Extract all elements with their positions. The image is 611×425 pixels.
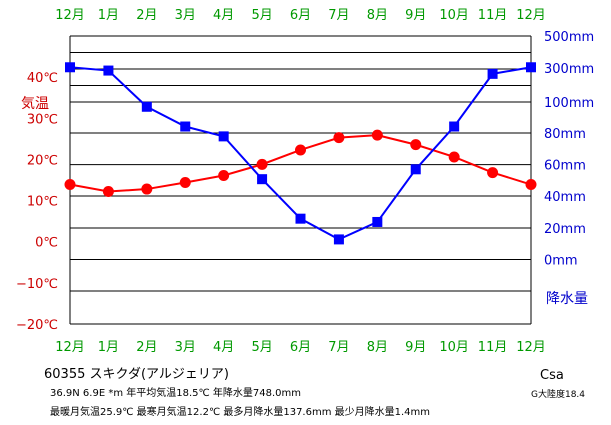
precipitation-point <box>65 62 75 73</box>
temp-tick-label: −20℃ <box>16 318 58 333</box>
temperature-point <box>525 179 537 191</box>
temperature-point <box>333 132 345 144</box>
station-id-name: 60355 スキクダ(アルジェリア) <box>44 367 229 382</box>
month-label-top: 8月 <box>367 8 388 23</box>
month-label-top: 2月 <box>136 8 157 23</box>
month-label-top: 5月 <box>251 8 272 23</box>
temperature-point <box>256 158 268 170</box>
month-label-bottom: 11月 <box>478 340 508 355</box>
month-label-top: 12月 <box>516 8 546 23</box>
precip-tick-label: 0mm <box>544 254 578 269</box>
precip-tick-label: 300mm <box>544 62 594 77</box>
month-label-bottom: 3月 <box>175 340 196 355</box>
temperature-point <box>295 144 306 156</box>
month-label-top: 6月 <box>290 8 311 23</box>
month-label-bottom: 8月 <box>367 340 388 355</box>
temp-tick-label: 30℃ <box>27 112 58 127</box>
precip-tick-label: 500mm <box>544 30 594 45</box>
month-label-bottom: 2月 <box>136 340 157 355</box>
climate-chart: 12月 12月 1月 1月 2月 2月 3月 3月 4月 4月 5月 5月 6月 6月 7月 7月 8月 8月 9月… <box>16 8 594 355</box>
month-label-top: 1月 <box>98 8 119 23</box>
precipitation-point <box>295 213 306 224</box>
temp-tick-label: 20℃ <box>27 153 58 168</box>
precip-tick-label: 60mm <box>544 159 586 174</box>
temperature-point <box>448 151 460 163</box>
precip-axis-title: 降水量 <box>546 291 588 307</box>
precip-tick-label: 20mm <box>544 222 586 237</box>
month-label-bottom: 4月 <box>213 340 234 355</box>
temperature-point <box>218 169 230 181</box>
precipitation-point <box>526 62 536 73</box>
precipitation-point <box>103 65 114 76</box>
station-coords-summary: 36.9N 6.9E *m 年平均気温18.5℃ 年降水量748.0mm <box>50 388 302 399</box>
month-label-bottom: 7月 <box>328 340 349 355</box>
month-label-top: 12月 <box>55 8 85 23</box>
temperature-point <box>410 139 422 151</box>
month-label-top: 4月 <box>213 8 234 23</box>
precip-tick-label: 100mm <box>544 96 594 111</box>
temperature-point <box>102 186 114 198</box>
month-label-bottom: 10月 <box>439 340 469 355</box>
temperature-point <box>64 179 76 191</box>
precipitation-point <box>449 121 460 132</box>
month-label-top: 10月 <box>439 8 469 23</box>
temperature-line <box>69 134 532 193</box>
precipitation-point <box>333 234 344 245</box>
month-label-bottom: 9月 <box>405 340 426 355</box>
temperature-point <box>141 183 153 195</box>
month-label-bottom: 6月 <box>290 340 311 355</box>
temperature-point <box>371 129 383 141</box>
month-label-bottom: 5月 <box>251 340 272 355</box>
precipitation-point <box>141 101 152 112</box>
precipitation-point <box>257 174 268 185</box>
month-label-bottom: 12月 <box>516 340 546 355</box>
month-label-top: 11月 <box>478 8 508 23</box>
month-label-top: 3月 <box>175 8 196 23</box>
temp-tick-label: 10℃ <box>27 195 58 210</box>
continentality-index: G大陸度18.4 <box>531 390 586 400</box>
temp-axis-title: 気温 <box>21 96 49 112</box>
precip-tick-label: 80mm <box>544 127 586 142</box>
precipitation-point <box>487 68 498 79</box>
precipitation-point <box>410 164 421 175</box>
temp-tick-label: 0℃ <box>35 236 58 251</box>
temp-tick-label: −10℃ <box>16 277 58 292</box>
koppen-class: Csa <box>540 368 564 383</box>
month-label-top: 9月 <box>405 8 426 23</box>
precip-tick-label: 40mm <box>544 190 586 205</box>
temp-tick-label: 40℃ <box>27 71 58 86</box>
month-label-bottom: 12月 <box>55 340 85 355</box>
temperature-point <box>487 167 499 179</box>
station-extremes-summary: 最暖月気温25.9℃ 最寒月気温12.2℃ 最多月降水量137.6mm 最少月降… <box>50 407 431 418</box>
temperature-point <box>179 176 191 188</box>
month-label-bottom: 1月 <box>98 340 119 355</box>
precipitation-point <box>372 216 383 227</box>
precipitation-point <box>218 131 229 142</box>
month-label-top: 7月 <box>328 8 349 23</box>
precipitation-point <box>180 121 191 132</box>
